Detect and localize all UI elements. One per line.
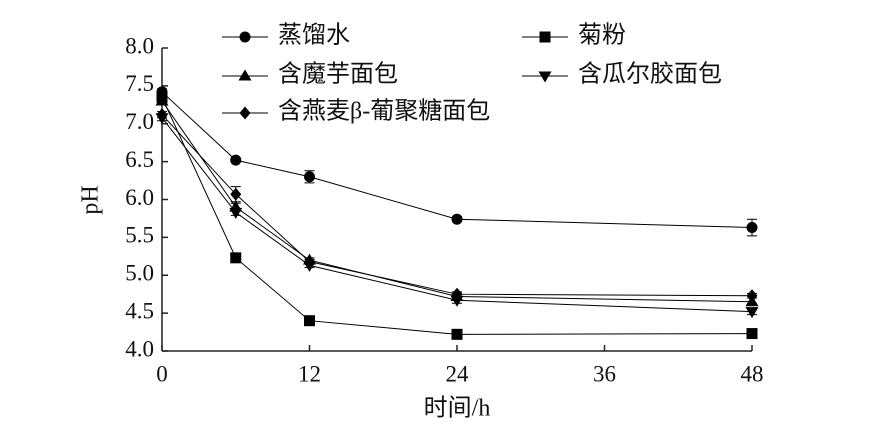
y-tick-label: 8.0	[125, 33, 154, 58]
x-tick-label: 0	[156, 361, 168, 386]
data-point	[304, 255, 315, 269]
y-tick-label: 4.5	[125, 298, 154, 323]
x-tick-label: 36	[593, 361, 616, 386]
data-point	[229, 207, 243, 219]
data-point	[746, 222, 758, 234]
data-point	[451, 287, 463, 301]
x-tick-label: 48	[741, 361, 764, 386]
data-point	[304, 315, 315, 327]
x-axis-title: 时间/h	[424, 395, 491, 422]
y-tick-label: 6.5	[125, 147, 154, 172]
legend-label: 菊粉	[578, 22, 626, 49]
data-point	[156, 108, 168, 122]
x-tick-label: 12	[298, 361, 321, 386]
legend-marker	[539, 31, 551, 43]
data-point	[451, 328, 463, 340]
data-point	[746, 289, 758, 303]
legend-label: 含燕麦β-葡聚糖面包	[278, 98, 490, 125]
legend-marker	[238, 69, 252, 81]
legend-label: 含瓜尔胶面包	[578, 61, 722, 88]
y-tick-label: 4.0	[125, 336, 154, 361]
data-point	[451, 213, 463, 225]
data-point	[304, 171, 315, 183]
legend-label: 含魔芋面包	[278, 61, 398, 88]
data-point	[230, 187, 242, 201]
data-point	[230, 154, 242, 166]
y-axis-title: pH	[78, 185, 104, 214]
legend-label: 蒸馏水	[278, 22, 350, 49]
legend-marker	[538, 71, 552, 83]
x-tick-label: 24	[446, 361, 470, 386]
data-point	[450, 295, 464, 307]
y-tick-label: 5.5	[125, 223, 154, 248]
data-point	[230, 252, 242, 264]
legend-marker	[239, 106, 251, 120]
series-line	[161, 114, 753, 297]
y-tick-label: 7.0	[125, 109, 154, 134]
data-point	[745, 307, 759, 319]
series-line	[161, 100, 753, 303]
data-point	[746, 328, 758, 340]
legend-marker	[239, 31, 251, 43]
y-tick-label: 5.0	[125, 261, 154, 286]
data-point	[155, 94, 169, 106]
y-tick-label: 6.0	[125, 185, 154, 210]
y-tick-label: 7.5	[125, 71, 154, 96]
